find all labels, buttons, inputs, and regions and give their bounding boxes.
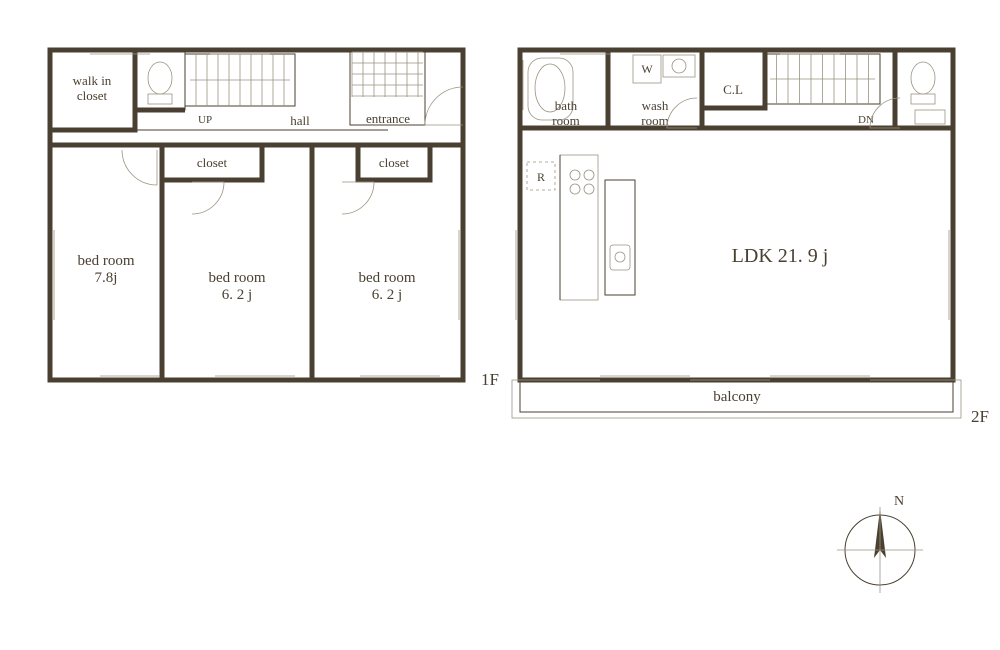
svg-text:7.8j: 7.8j	[95, 270, 118, 286]
svg-text:DN: DN	[858, 114, 874, 126]
svg-text:closet: closet	[197, 155, 228, 170]
svg-text:closet: closet	[77, 88, 108, 103]
svg-text:1F: 1F	[481, 370, 499, 389]
svg-text:wash: wash	[642, 98, 669, 113]
svg-text:R: R	[537, 170, 545, 184]
svg-text:room: room	[552, 113, 579, 128]
svg-text:6. 2 j: 6. 2 j	[372, 287, 402, 303]
svg-text:C.L: C.L	[723, 82, 743, 97]
svg-text:LDK 21. 9 j: LDK 21. 9 j	[732, 245, 829, 267]
svg-text:N: N	[894, 494, 904, 509]
svg-text:room: room	[641, 113, 668, 128]
svg-text:walk in: walk in	[73, 73, 112, 88]
svg-text:bed room: bed room	[77, 253, 134, 269]
svg-text:closet: closet	[379, 155, 410, 170]
svg-text:balcony: balcony	[713, 389, 761, 405]
svg-text:W: W	[641, 62, 653, 76]
floor-plan: walk inclosetUPentrancehallbed room7.8jc…	[0, 0, 1000, 650]
svg-text:bed room: bed room	[358, 270, 415, 286]
svg-text:6. 2 j: 6. 2 j	[222, 287, 252, 303]
svg-text:entrance: entrance	[366, 111, 410, 126]
svg-text:hall: hall	[290, 113, 310, 128]
svg-text:bath: bath	[555, 98, 578, 113]
svg-text:2F: 2F	[971, 407, 989, 426]
svg-text:UP: UP	[198, 114, 212, 126]
svg-text:bed room: bed room	[208, 270, 265, 286]
